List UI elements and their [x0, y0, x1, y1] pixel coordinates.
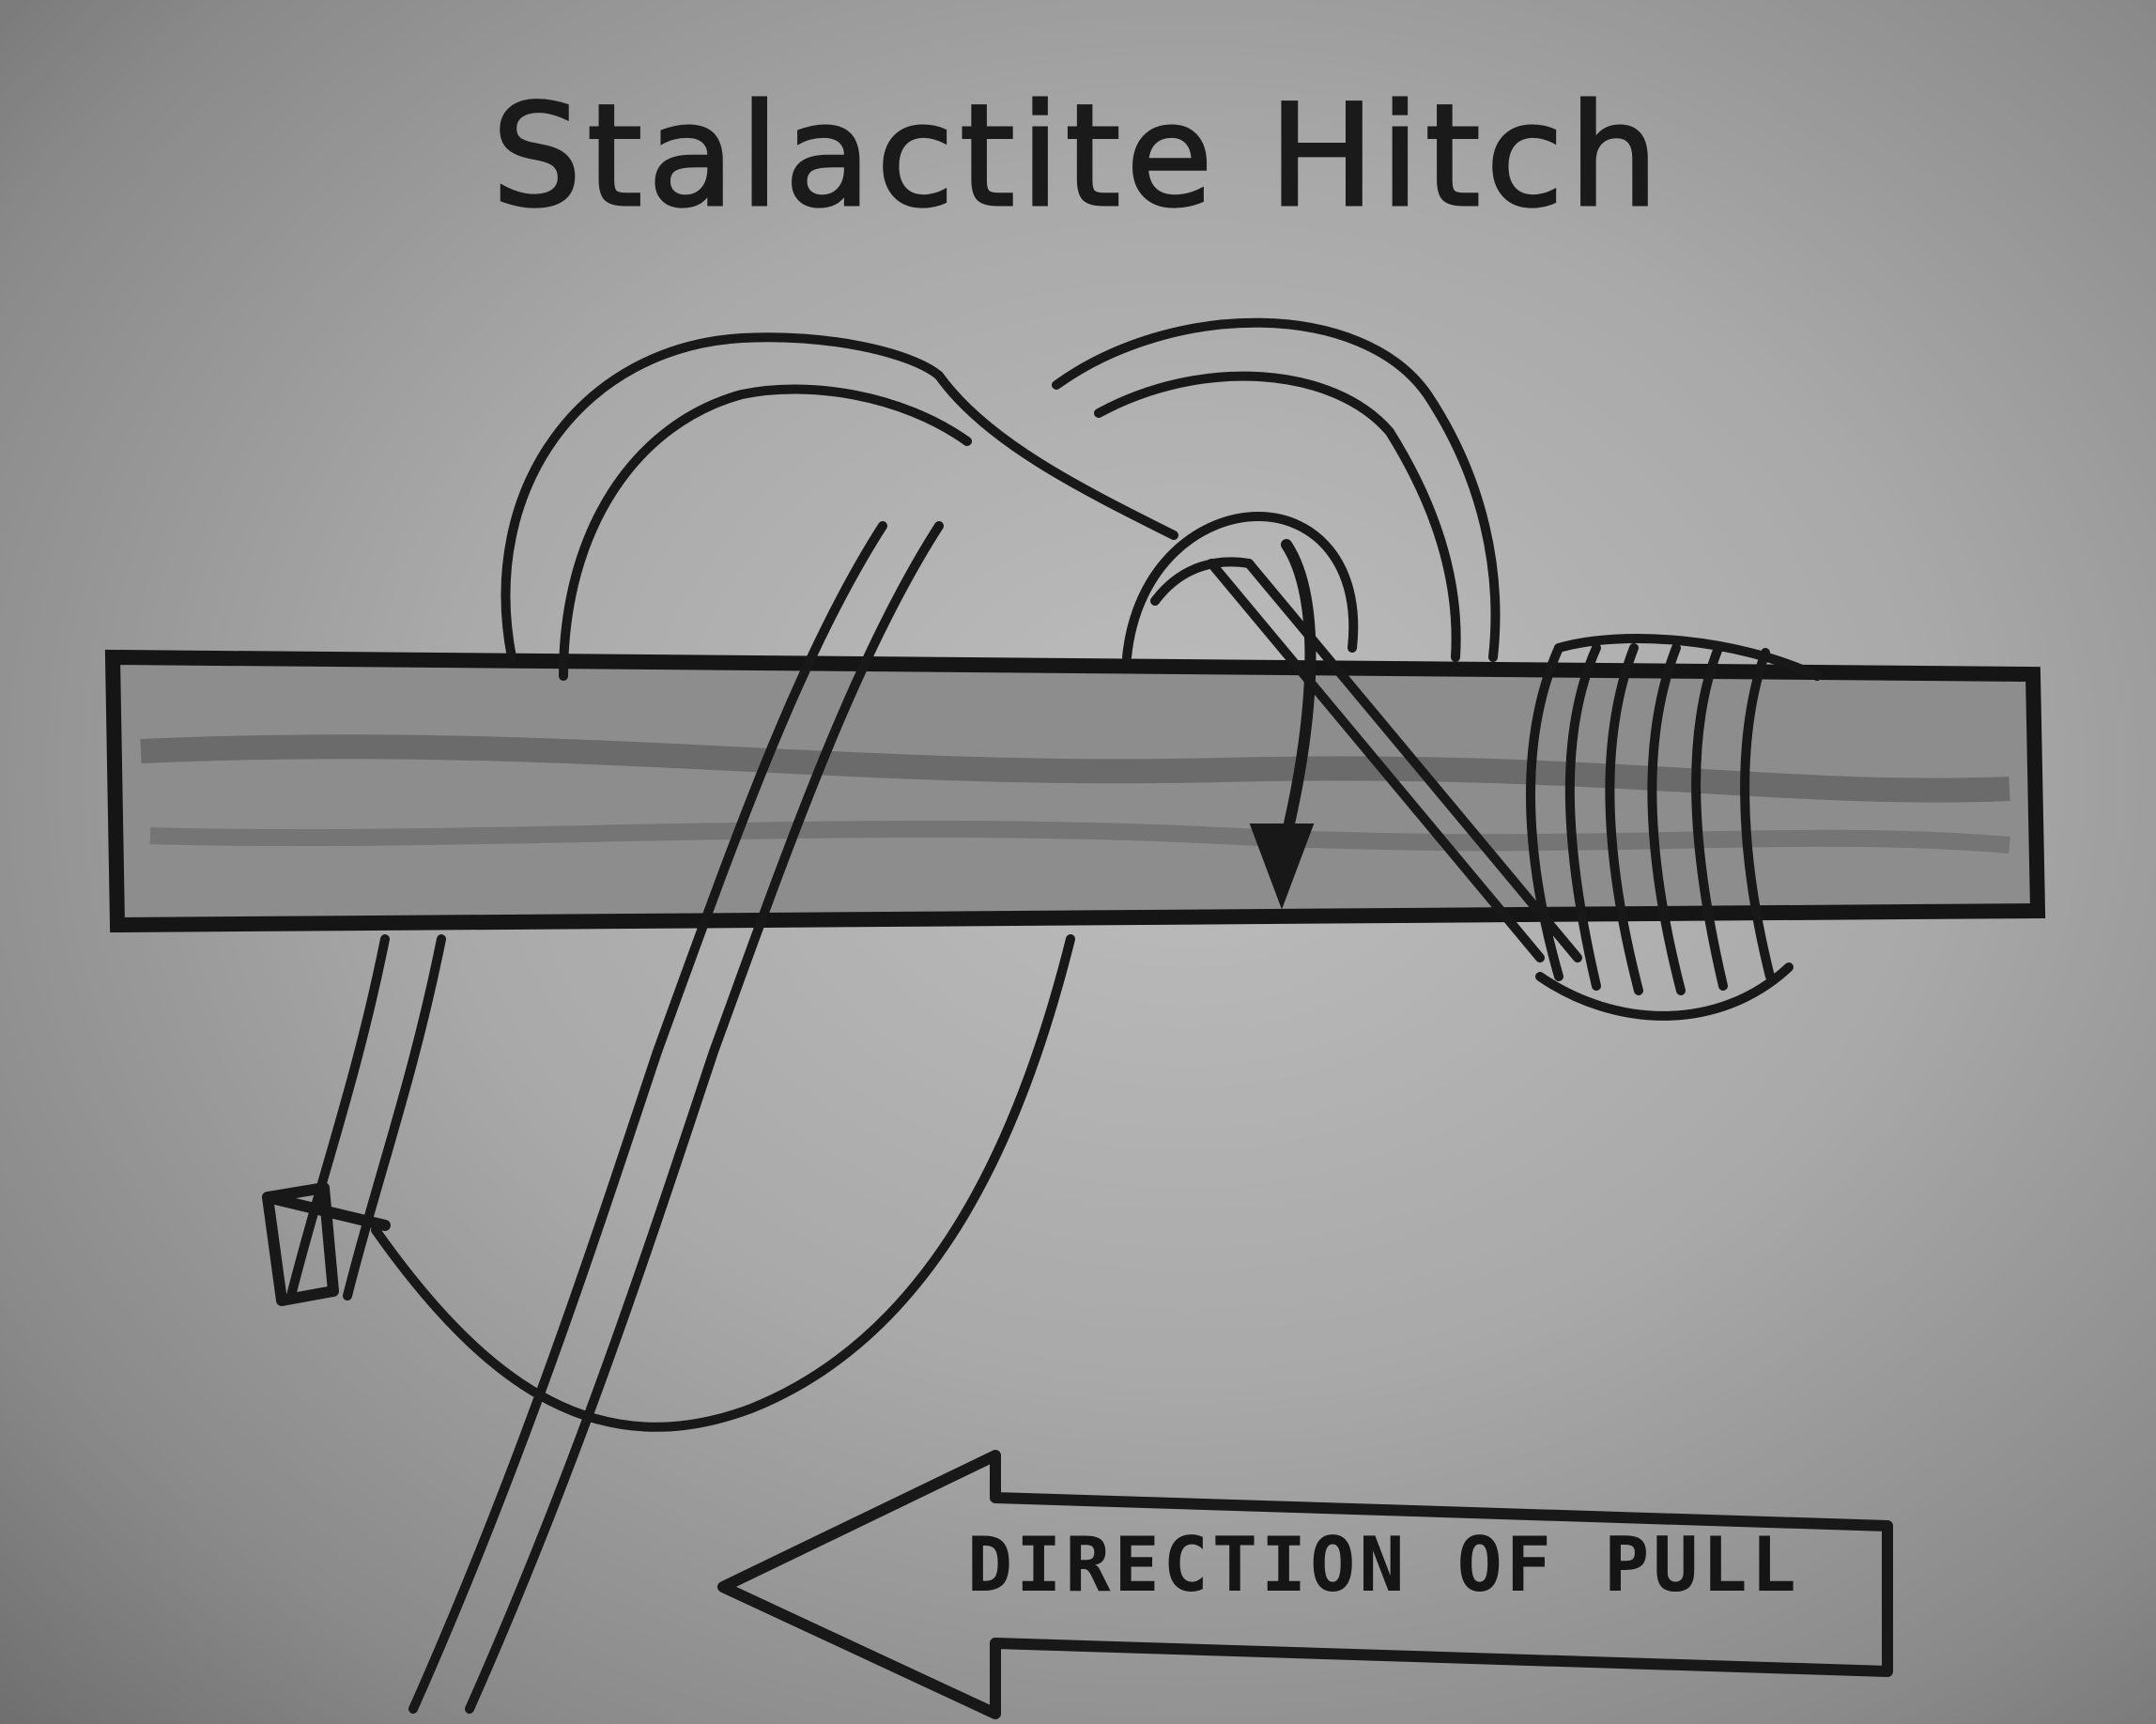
curved-arrow [1249, 539, 1317, 910]
pull-arrow [717, 1450, 1893, 1719]
rope-hanging-strands [286, 521, 1075, 1714]
wooden-bar [104, 649, 2046, 933]
rope-coils [1526, 634, 1822, 1021]
rope-diagonal-strand [1207, 559, 1582, 962]
rope-stub [262, 1182, 391, 1306]
arrow-label: DIRECTION OF PULL [967, 1521, 1800, 1609]
rope-second-arch [1052, 317, 1501, 662]
page-title: Stalactite Hitch [490, 74, 1665, 240]
rope-small-loop [1122, 511, 1359, 662]
rope-big-loop [500, 332, 1178, 681]
